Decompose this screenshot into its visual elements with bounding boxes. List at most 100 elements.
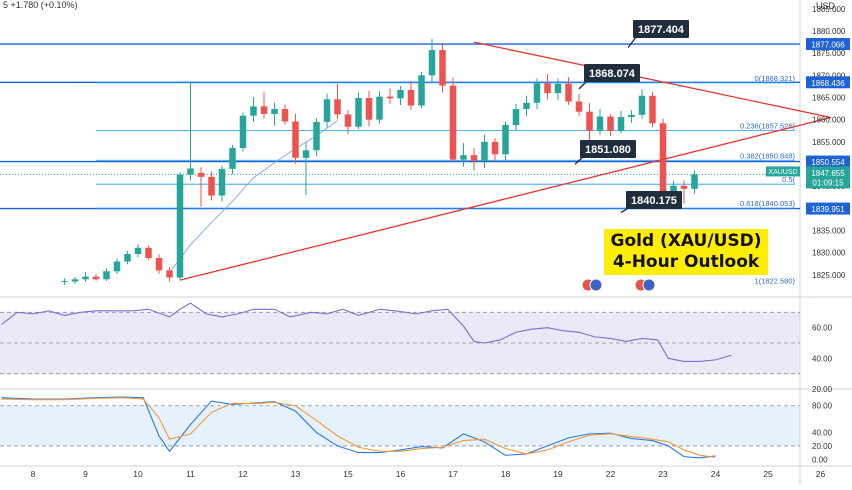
fib-level-label: 0.618(1840.053) <box>740 199 796 208</box>
candle-body <box>208 176 215 196</box>
stochastic-axis-tick: 20.00 <box>812 442 833 451</box>
candle-body <box>596 116 604 131</box>
price-axis-tick: 1825.000 <box>812 271 846 280</box>
candle-body <box>334 99 341 115</box>
symbol-tag-label: XAUUSD <box>768 169 797 176</box>
fib-level-label: 1(1822.580) <box>755 277 796 286</box>
callout-label: 1877.404 <box>638 24 685 36</box>
candle-body <box>554 83 562 94</box>
candle-body <box>407 89 415 106</box>
fib-level-label: 0.382(1850.848) <box>740 151 796 160</box>
x-axis-tick: 11 <box>186 469 195 479</box>
candle-body <box>523 102 530 110</box>
candle-body <box>460 155 467 160</box>
candle-body <box>386 96 394 99</box>
candle-body <box>302 150 310 158</box>
x-axis-tick: 9 <box>83 469 88 479</box>
title-box: Gold (XAU/USD) 4-Hour Outlook <box>604 229 768 275</box>
candle-body <box>449 85 457 160</box>
candle-body <box>470 155 478 161</box>
candle-body <box>376 96 383 120</box>
candle-body <box>323 99 331 122</box>
stochastic-band <box>0 405 800 446</box>
callout-box <box>633 20 689 38</box>
stochastic-d-line <box>1 397 716 458</box>
candle-body <box>82 276 89 280</box>
x-axis-tick: 26 <box>816 469 826 479</box>
currency-label: USD <box>816 1 836 11</box>
candle-body <box>428 50 436 76</box>
current-price-label: 1847.655 <box>811 169 845 178</box>
candle-body <box>575 101 583 112</box>
x-axis-tick: 17 <box>448 469 458 479</box>
candle-body <box>145 247 152 258</box>
rsi-line <box>1 302 732 362</box>
candle-body <box>397 89 404 99</box>
price-tag-box <box>806 155 850 168</box>
candle-body <box>617 117 625 131</box>
candle-body <box>71 279 79 282</box>
candle-body <box>166 270 173 278</box>
price-tag-label: 1868.436 <box>811 79 845 88</box>
candle-body <box>92 276 100 280</box>
price-axis-tick: 1870.000 <box>812 71 846 80</box>
candle-body <box>533 83 541 103</box>
symbol-tag-box <box>766 166 800 177</box>
rsi-axis-tick: 60.00 <box>812 324 833 333</box>
candle-body <box>176 174 184 278</box>
candle-body <box>680 185 688 189</box>
price-tag-label: 1839.951 <box>811 205 845 214</box>
candle-body <box>281 109 289 122</box>
header-change-text: 5 +1.780 (+0.10%) <box>3 0 78 10</box>
price-axis-tick: 1875.000 <box>812 49 846 58</box>
rsi-axis-tick: 40.00 <box>812 354 833 363</box>
candle-body <box>439 50 446 86</box>
candle-body <box>134 247 142 255</box>
candle-body <box>418 75 425 106</box>
x-axis-tick: 23 <box>658 469 668 479</box>
triangle-upper-line <box>473 41 832 119</box>
fib-level-label: 0.236(1857.526) <box>740 122 796 131</box>
current-price-box <box>806 166 850 189</box>
price-axis-tick: 1885.000 <box>812 5 846 14</box>
callout-box <box>584 64 640 82</box>
candle-body <box>155 257 163 271</box>
candle-body <box>187 168 194 175</box>
candle-body <box>607 116 614 131</box>
candle-body <box>271 109 278 114</box>
triangle-lower-line <box>179 116 832 281</box>
x-axis-tick: 8 <box>31 469 36 479</box>
candle-body <box>344 114 352 127</box>
x-axis-tick: 12 <box>238 469 248 479</box>
candle-body <box>260 106 268 114</box>
price-tag-box <box>806 76 850 89</box>
callout-label: 1868.074 <box>589 68 636 80</box>
candle-body <box>355 97 362 127</box>
candle-body <box>691 174 698 189</box>
price-axis-tick: 1855.000 <box>812 138 846 147</box>
x-axis-tick: 15 <box>343 469 353 479</box>
candle-body <box>491 141 499 155</box>
candle-body <box>565 83 572 102</box>
x-axis-tick: 24 <box>711 469 721 479</box>
candle-body <box>544 83 551 94</box>
x-axis-tick: 19 <box>553 469 563 479</box>
x-axis-tick: 10 <box>133 469 143 479</box>
candle-body <box>250 106 257 116</box>
countdown-label: 01:09:15 <box>812 178 844 187</box>
candle-body <box>502 125 509 155</box>
candle-body <box>365 97 373 120</box>
candle-body <box>638 95 646 115</box>
x-axis-tick: 25 <box>763 469 773 479</box>
price-tag-label: 1850.554 <box>811 158 845 167</box>
candle-body <box>292 121 299 158</box>
candle-body <box>218 168 226 196</box>
candle-body <box>61 281 68 283</box>
title-line-2: 4-Hour Outlook <box>612 252 760 272</box>
us-flag-icon <box>642 278 656 292</box>
fib-level-label: 0.5( <box>782 175 795 184</box>
us-flag-icon <box>589 278 603 292</box>
candle-body <box>659 123 667 192</box>
stochastic-axis-tick: 0.00 <box>812 455 828 464</box>
